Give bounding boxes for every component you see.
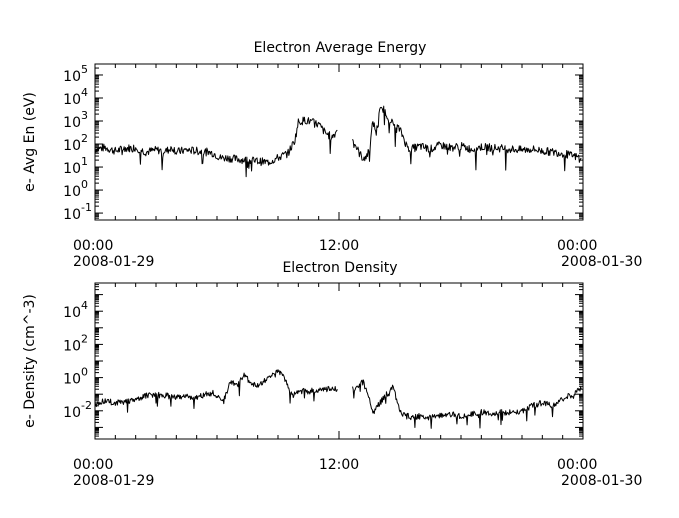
y-tick-label-exponent: 2 [81, 132, 88, 145]
series-line-segment [352, 379, 582, 429]
y-tick-label: 10 [63, 69, 81, 85]
x-tick-label-date: 2008-01-29 [73, 473, 154, 489]
y-tick-label-exponent: 5 [81, 63, 88, 76]
x-tick-label-time: 00:00 [73, 457, 113, 473]
y-tick-label: 10 [63, 184, 81, 200]
y-tick-label: 10 [63, 207, 81, 223]
y-tick-label: 10 [63, 305, 81, 321]
y-tick-label: 10 [63, 161, 81, 177]
y-tick-label: 10 [63, 372, 81, 388]
series-line-segment [352, 105, 582, 172]
y-tick-label-exponent: -1 [81, 201, 92, 214]
x-tick-label-time: 12:00 [319, 238, 359, 254]
y-tick-label-exponent: 0 [81, 178, 88, 191]
series-line-segment [94, 116, 338, 178]
energy-series [94, 105, 582, 178]
density-plot-frame [94, 282, 584, 440]
density-y-axis-label: e- Density (cm^-3) [22, 294, 38, 428]
y-tick-label: 10 [63, 92, 81, 108]
y-tick-label: 10 [63, 138, 81, 154]
y-tick-label-exponent: 1 [81, 155, 88, 168]
x-tick-label-date: 2008-01-30 [561, 254, 642, 270]
y-tick-label-exponent: 4 [81, 299, 88, 312]
x-tick-label-time: 00:00 [73, 238, 113, 254]
density-series [94, 369, 582, 429]
x-tick-label-time: 12:00 [319, 457, 359, 473]
series-line-segment [94, 369, 338, 413]
y-tick-label-exponent: 2 [81, 332, 88, 345]
x-tick-label-time: 00:00 [557, 238, 597, 254]
x-tick-label-date: 2008-01-30 [561, 473, 642, 489]
energy-y-axis-label: e- Avg En (eV) [22, 92, 38, 192]
energy-plot-frame [94, 63, 584, 221]
y-tick-label-exponent: 0 [81, 366, 88, 379]
y-tick-label-exponent: 3 [81, 109, 88, 122]
density-chart-title: Electron Density [282, 260, 397, 276]
energy-panel: Electron Average Energy e- Avg En (eV) 1… [22, 40, 642, 270]
y-tick-label-exponent: 4 [81, 86, 88, 99]
y-tick-label: 10 [63, 338, 81, 354]
y-tick-label: 10 [63, 115, 81, 131]
density-ticks [94, 282, 584, 440]
x-tick-label-time: 00:00 [557, 457, 597, 473]
x-tick-label-date: 2008-01-29 [73, 254, 154, 270]
y-tick-label: 10 [63, 405, 81, 421]
energy-ticks [94, 63, 584, 221]
density-panel: Electron Density e- Density (cm^-3) 10 -2… [22, 260, 642, 489]
y-tick-label-exponent: -2 [81, 399, 92, 412]
energy-chart-title: Electron Average Energy [254, 40, 427, 56]
